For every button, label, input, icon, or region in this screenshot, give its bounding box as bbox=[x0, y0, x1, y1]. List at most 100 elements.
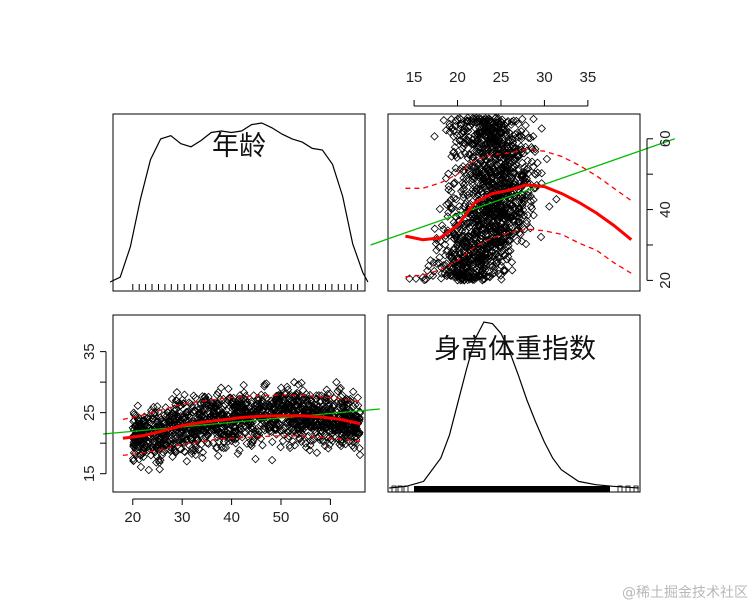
point bbox=[430, 224, 440, 234]
point bbox=[498, 162, 507, 172]
point bbox=[282, 382, 292, 392]
point bbox=[429, 266, 439, 276]
point bbox=[531, 170, 540, 179]
top-tick-label: 20 bbox=[449, 69, 466, 86]
top-tick-label: 15 bbox=[406, 69, 423, 86]
point bbox=[318, 405, 328, 414]
points-age-vs-bmi bbox=[128, 377, 365, 475]
point bbox=[515, 228, 524, 238]
point bbox=[200, 393, 210, 402]
point bbox=[451, 150, 460, 160]
point bbox=[527, 157, 537, 166]
point bbox=[354, 428, 363, 437]
point bbox=[494, 269, 504, 279]
point bbox=[328, 426, 337, 435]
point bbox=[466, 221, 475, 230]
regression-line bbox=[370, 138, 676, 246]
point bbox=[209, 410, 219, 420]
point bbox=[451, 272, 461, 282]
point bbox=[168, 452, 177, 461]
point bbox=[353, 393, 363, 402]
point bbox=[497, 219, 506, 228]
point bbox=[262, 394, 271, 404]
point bbox=[129, 417, 138, 426]
point bbox=[507, 257, 517, 267]
point bbox=[212, 443, 221, 453]
point bbox=[139, 452, 148, 462]
point bbox=[184, 398, 194, 407]
point bbox=[276, 442, 285, 452]
top-tick-label: 30 bbox=[536, 69, 553, 86]
upper-spread-line bbox=[405, 148, 632, 202]
point bbox=[528, 132, 538, 141]
density-bmi bbox=[389, 321, 639, 493]
point bbox=[479, 175, 488, 184]
point bbox=[176, 445, 186, 454]
point bbox=[515, 197, 524, 206]
point bbox=[288, 437, 298, 446]
rug-tick bbox=[625, 485, 631, 493]
x-tick-label: 40 bbox=[223, 509, 240, 526]
point bbox=[325, 427, 334, 436]
point bbox=[502, 142, 512, 151]
point bbox=[201, 433, 210, 442]
point bbox=[424, 261, 433, 271]
point bbox=[348, 387, 358, 396]
point bbox=[181, 410, 191, 419]
point bbox=[533, 158, 542, 168]
point bbox=[461, 199, 470, 209]
point bbox=[536, 232, 546, 242]
point bbox=[473, 117, 482, 126]
point bbox=[469, 275, 479, 285]
point bbox=[466, 266, 475, 276]
point bbox=[187, 446, 197, 456]
point bbox=[313, 406, 323, 415]
diagonal-label-bmi: 身高体重指数 bbox=[434, 334, 596, 365]
point bbox=[492, 160, 502, 169]
point bbox=[147, 408, 156, 417]
point bbox=[478, 265, 488, 274]
point bbox=[177, 425, 186, 435]
point bbox=[495, 173, 505, 182]
point bbox=[216, 395, 225, 404]
point bbox=[506, 246, 515, 255]
point bbox=[279, 399, 288, 408]
panel-age-vs-bmi bbox=[112, 314, 366, 493]
point bbox=[335, 440, 344, 449]
point bbox=[499, 265, 509, 275]
point bbox=[311, 428, 321, 437]
point bbox=[343, 395, 353, 404]
point bbox=[243, 432, 253, 441]
point bbox=[485, 272, 495, 282]
point bbox=[508, 153, 517, 163]
point bbox=[240, 406, 250, 416]
point bbox=[437, 221, 447, 230]
point bbox=[462, 219, 472, 228]
point bbox=[451, 230, 460, 240]
point bbox=[235, 446, 244, 455]
point bbox=[463, 256, 473, 265]
point bbox=[514, 119, 523, 129]
point bbox=[328, 428, 337, 438]
point bbox=[514, 164, 523, 174]
right-tick-label: 20 bbox=[657, 272, 674, 289]
point bbox=[451, 163, 461, 173]
point bbox=[289, 378, 299, 387]
x-tick-label: 30 bbox=[174, 509, 191, 526]
point bbox=[148, 435, 157, 444]
point bbox=[465, 273, 475, 282]
point bbox=[425, 270, 435, 280]
point bbox=[500, 267, 509, 276]
point bbox=[144, 465, 154, 475]
point bbox=[294, 405, 304, 414]
point bbox=[507, 172, 517, 182]
point bbox=[487, 117, 496, 127]
diagonal-label-age: 年龄 bbox=[212, 131, 266, 162]
point bbox=[176, 438, 185, 447]
point bbox=[526, 133, 535, 143]
point bbox=[519, 170, 528, 180]
rug-tick bbox=[391, 485, 397, 493]
point bbox=[133, 423, 143, 432]
point bbox=[455, 206, 465, 215]
point bbox=[294, 380, 303, 389]
